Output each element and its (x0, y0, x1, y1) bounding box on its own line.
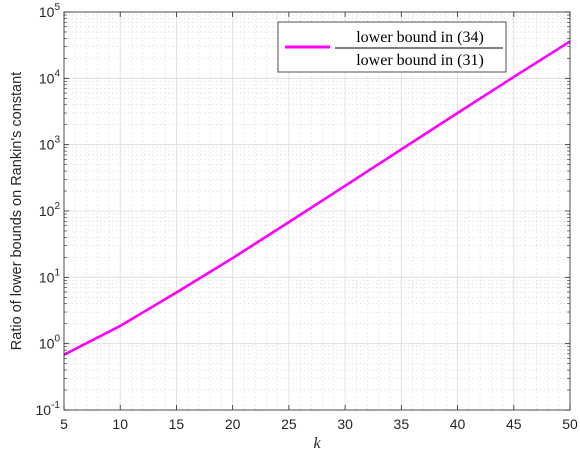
grid (63, 11, 571, 411)
x-tick-label: 20 (225, 416, 241, 432)
x-axis-label: k (313, 435, 321, 452)
y-tick-label: 105 (39, 2, 61, 20)
series-layer (63, 40, 571, 356)
series-line-0 (63, 40, 571, 356)
legend-label-denominator: lower bound in (31) (356, 52, 484, 69)
x-tick-label: 35 (394, 416, 410, 432)
y-tick-label: 10-1 (36, 400, 61, 418)
legend-label-numerator: lower bound in (34) (356, 29, 484, 46)
y-tick-label: 103 (39, 135, 61, 153)
y-tick-label: 100 (39, 334, 61, 352)
y-tick-label: 102 (39, 201, 61, 219)
x-tick-label: 25 (281, 416, 297, 432)
x-tick-label: 15 (169, 416, 185, 432)
x-tick-label: 45 (506, 416, 522, 432)
x-tick-label: 30 (337, 416, 353, 432)
legend: lower bound in (34) lower bound in (31) (277, 21, 507, 73)
x-tick-label: 10 (112, 416, 128, 432)
y-axis-label: Ratio of lower bounds on Rankin's consta… (9, 72, 25, 350)
y-tick-label: 101 (39, 267, 61, 285)
y-tick-label: 104 (39, 68, 61, 86)
x-tick-label: 40 (450, 416, 466, 432)
x-tick-label: 50 (562, 416, 578, 432)
axis-ticks: 5 10 15 20 25 30 35 40 45 50 10-1 100 101 102 103 104 10… (36, 2, 578, 432)
x-tick-label: 5 (60, 416, 68, 432)
